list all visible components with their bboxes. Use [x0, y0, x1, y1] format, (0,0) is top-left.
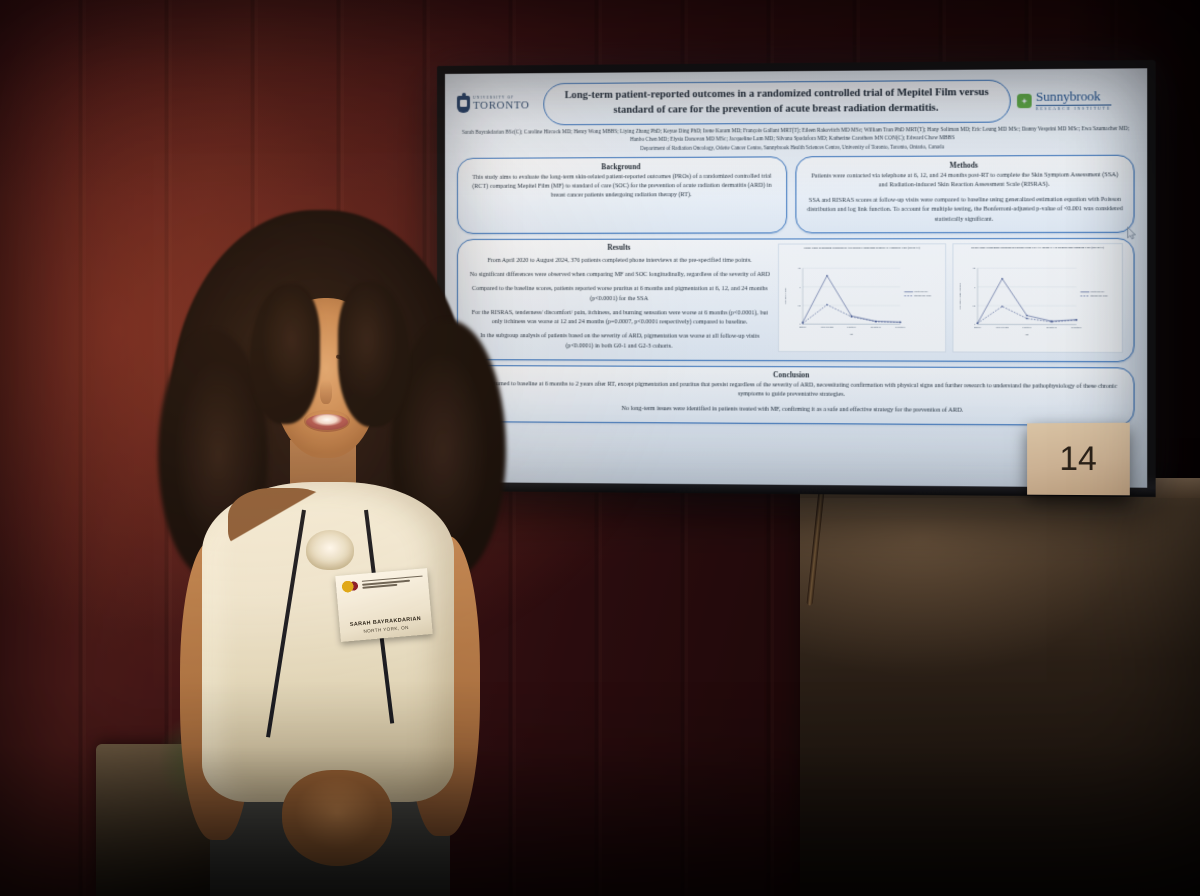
sunnybrook-wordmark: Sunnybrook RESEARCH INSTITUTE	[1035, 89, 1112, 112]
nose	[320, 380, 332, 404]
poster-header: UNIVERSITY OF TORONTO Long-term patient-…	[456, 79, 1135, 153]
svg-text:24 month FU: 24 month FU	[1071, 325, 1082, 328]
svg-text:6 month FU: 6 month FU	[847, 325, 857, 328]
svg-text:1: 1	[800, 286, 802, 288]
name-badge: SARAH BAYRAKDARIAN NORTH YORK, ON	[335, 568, 433, 642]
hair-front-left	[250, 284, 320, 424]
sunnybrook-name: Sunnybrook	[1035, 89, 1112, 107]
methods-paragraph-1: Patients were contacted via telephone at…	[811, 171, 1119, 189]
tv-display: UNIVERSITY OF TORONTO Long-term patient-…	[437, 59, 1156, 498]
conclusion-paragraph-2: No long-term issues were identified in p…	[621, 406, 964, 415]
results-paragraph-1: From April 2020 to August 2024, 376 pati…	[487, 257, 752, 264]
results-section: Results From April 2020 to August 2024, …	[456, 237, 1135, 363]
svg-text:Mepitel Film (MF): Mepitel Film (MF)	[1091, 290, 1105, 293]
conclusion-section: Conclusion PROs returned to baseline at …	[456, 365, 1135, 426]
placard-number-label: 14	[1059, 439, 1097, 478]
svg-text:24 month FU: 24 month FU	[895, 325, 906, 328]
hair-front-right	[338, 282, 410, 427]
floor-shadow	[0, 746, 1200, 896]
svg-text:0.5: 0.5	[798, 305, 802, 307]
results-heading: Results	[607, 243, 631, 252]
svg-text:Mean Value of Score: Mean Value of Score	[785, 287, 787, 304]
smiling-mouth	[306, 414, 348, 430]
results-text-column: Results From April 2020 to August 2024, …	[468, 243, 772, 351]
chart-2-plot: 0 0.5 1 1.5 Baseline Week of RT End 6 month FU…	[957, 250, 1119, 351]
results-paragraph-4: For the RISRAS, tenderness/ discomfort/ …	[471, 309, 768, 326]
badge-header	[340, 574, 424, 594]
svg-text:Standard Care (SOC): Standard Care (SOC)	[914, 294, 931, 297]
svg-text:Mean Value of Burning Sensatio: Mean Value of Burning Sensation	[959, 282, 962, 309]
results-paragraph-2: No significant differences were observed…	[469, 272, 771, 279]
poster-title-container: Long-term patient-reported outcomes in a…	[543, 79, 1011, 125]
poster-header-top: UNIVERSITY OF TORONTO Long-term patient-…	[456, 79, 1135, 126]
page-title: Long-term patient-reported outcomes in a…	[564, 86, 989, 116]
svg-text:0: 0	[800, 324, 802, 326]
conclusion-paragraph-1: PROs returned to baseline at 6 months to…	[473, 381, 1118, 399]
background-paragraph-1: This study aims to evaluate the long-ter…	[472, 173, 772, 199]
methods-paragraph-2: SSA and RISRAS scores at follow-up visit…	[806, 197, 1123, 223]
uoft-crest-icon	[456, 96, 470, 114]
results-paragraph-5: In the subgroup analysis of patients bas…	[480, 333, 760, 350]
poster-number-placard: 14	[1027, 422, 1130, 496]
results-content: Results From April 2020 to August 2024, …	[468, 243, 1123, 353]
svg-text:12 month FU: 12 month FU	[871, 325, 882, 328]
svg-text:Week of RT End: Week of RT End	[996, 326, 1009, 328]
background-methods-row: Background This study aims to evaluate t…	[456, 154, 1135, 234]
svg-text:0: 0	[974, 324, 976, 326]
tv-screen[interactable]: UNIVERSITY OF TORONTO Long-term patient-…	[444, 68, 1148, 488]
svg-text:12 month FU: 12 month FU	[1046, 325, 1057, 328]
methods-section: Methods Patients were contacted via tele…	[795, 154, 1135, 234]
university-of-toronto-logo: UNIVERSITY OF TORONTO	[456, 96, 537, 114]
mouth-shadow	[304, 410, 350, 432]
background-heading: Background	[601, 162, 641, 171]
chart-1-plot: 0 0.5 1 1.5 Baseline Week of RT End 6 month FU…	[782, 250, 942, 350]
badge-header-text-lines	[361, 575, 424, 590]
methods-heading: Methods	[949, 161, 979, 170]
conclusion-heading: Conclusion	[773, 371, 810, 380]
svg-text:Mepitel Film (MF): Mepitel Film (MF)	[914, 290, 928, 293]
svg-text:1.5: 1.5	[798, 268, 802, 270]
top-knot-detail	[306, 530, 354, 570]
uoft-toronto-label: TORONTO	[472, 99, 530, 112]
research-poster: UNIVERSITY OF TORONTO Long-term patient-…	[444, 68, 1148, 488]
svg-text:1: 1	[974, 287, 976, 289]
results-paragraph-3: Compared to the baseline scores, patient…	[472, 286, 768, 302]
sunnybrook-logo: Sunnybrook RESEARCH INSTITUTE	[1017, 89, 1135, 111]
svg-text:1.5: 1.5	[973, 268, 977, 270]
svg-text:Week of RT End: Week of RT End	[821, 326, 834, 328]
uoft-wordmark: UNIVERSITY OF TORONTO	[472, 96, 530, 112]
chart-card-2: Mean Value of Burning Sensation in Patie…	[952, 243, 1123, 353]
svg-text:Baseline: Baseline	[799, 326, 806, 328]
mouse-cursor-icon	[1127, 227, 1136, 240]
results-charts: Mean Value of Burning Sensation in All P…	[777, 243, 1123, 353]
sunnybrook-subtitle: RESEARCH INSTITUTE	[1035, 106, 1112, 112]
svg-text:0.5: 0.5	[973, 305, 977, 307]
svg-text:Baseline: Baseline	[974, 326, 981, 328]
conference-logo-icon	[340, 579, 359, 594]
svg-text:Visit: Visit	[850, 332, 854, 335]
chart-card-1: Mean Value of Burning Sensation in All P…	[777, 243, 947, 353]
svg-text:Visit: Visit	[1025, 333, 1029, 336]
svg-text:Standard Care (SOC): Standard Care (SOC)	[1091, 294, 1109, 297]
svg-text:6 month FU: 6 month FU	[1022, 325, 1032, 328]
sunnybrook-clover-icon	[1017, 93, 1032, 108]
